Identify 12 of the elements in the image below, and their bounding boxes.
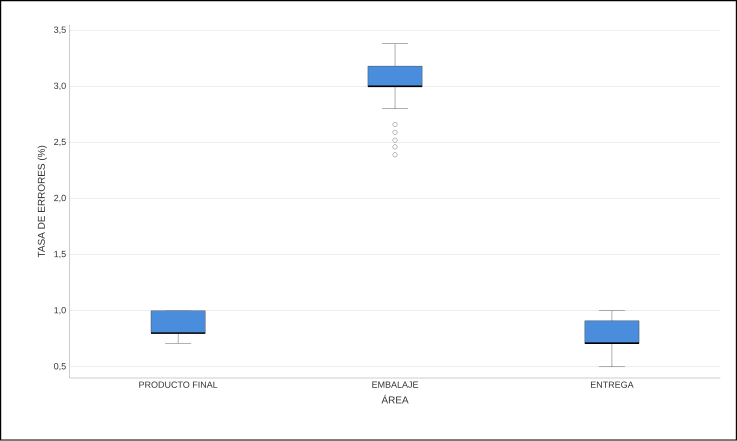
y-tick-label: 1,5 bbox=[54, 251, 66, 258]
y-tick-label: 0,5 bbox=[54, 363, 66, 371]
y-tick-label: 3,0 bbox=[54, 82, 66, 90]
x-tick-label: EMBALAJE bbox=[372, 382, 418, 388]
x-tick-label: PRODUCTO FINAL bbox=[139, 382, 218, 388]
y-tick-label: 2,5 bbox=[54, 138, 66, 146]
y-axis-title: TASA DE ERRORES (%) bbox=[38, 146, 47, 258]
y-tick-label: 3,5 bbox=[54, 26, 66, 34]
x-axis-title: ÁREA bbox=[381, 394, 409, 404]
y-tick-label: 1,0 bbox=[54, 307, 66, 315]
x-tick-label: ENTREGA bbox=[590, 382, 634, 388]
y-tick-label: 2,0 bbox=[54, 194, 66, 202]
